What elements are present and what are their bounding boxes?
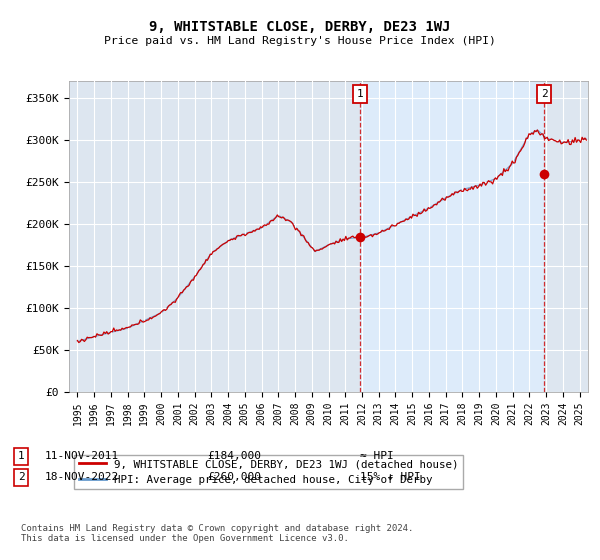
Text: 1: 1	[356, 89, 363, 99]
Text: 15% ↓ HPI: 15% ↓ HPI	[360, 472, 421, 482]
Text: 18-NOV-2022: 18-NOV-2022	[45, 472, 119, 482]
Text: £184,000: £184,000	[207, 451, 261, 461]
Bar	[360, 81, 544, 392]
Text: 2: 2	[17, 472, 25, 482]
Text: 1: 1	[17, 451, 25, 461]
Text: Price paid vs. HM Land Registry's House Price Index (HPI): Price paid vs. HM Land Registry's House …	[104, 36, 496, 46]
Legend: 9, WHITSTABLE CLOSE, DERBY, DE23 1WJ (detached house), HPI: Average price, detac: 9, WHITSTABLE CLOSE, DERBY, DE23 1WJ (de…	[74, 455, 463, 489]
Text: Contains HM Land Registry data © Crown copyright and database right 2024.
This d: Contains HM Land Registry data © Crown c…	[21, 524, 413, 543]
Text: ≈ HPI: ≈ HPI	[360, 451, 394, 461]
Text: £260,000: £260,000	[207, 472, 261, 482]
Text: 2: 2	[541, 89, 548, 99]
Text: 11-NOV-2011: 11-NOV-2011	[45, 451, 119, 461]
Text: 9, WHITSTABLE CLOSE, DERBY, DE23 1WJ: 9, WHITSTABLE CLOSE, DERBY, DE23 1WJ	[149, 20, 451, 34]
